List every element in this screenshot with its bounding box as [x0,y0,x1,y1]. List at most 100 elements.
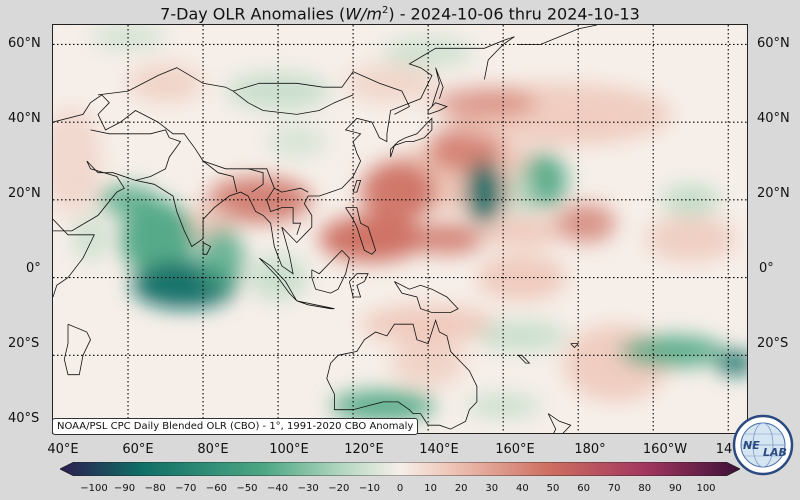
coastline-path [352,179,362,193]
lat-label-right: 60°N [757,36,790,51]
colorbar-tick-label: −90 [114,483,136,494]
anomaly-region [660,184,721,216]
colorbar-tick-label: −40 [267,483,289,494]
lat-label-left: 0° [26,261,41,276]
anomaly-region [510,168,534,216]
colorbar-tick-label: 0 [396,483,404,494]
map-panel[interactable] [52,24,748,434]
anomaly-region [225,71,331,111]
anomaly-region [645,215,736,263]
colorbar-tick-label: 100 [696,483,716,494]
anomaly-region [98,184,159,216]
coastline-path [345,207,377,255]
coastline-path [90,129,128,135]
coastline-path [296,300,335,310]
coastline-path [247,168,264,193]
anomaly-region [431,87,537,119]
lat-label-left: 40°S [8,411,40,426]
colorbar-tick-label: 40 [516,483,529,494]
anomaly-region [360,304,496,344]
coastline-path [63,323,91,376]
lon-label: 40°E [47,442,79,457]
anomaly-region [120,199,196,278]
coastline-path [517,354,531,364]
anomaly-region [521,153,567,208]
colorbar-tick-label: 30 [485,483,499,494]
coastline-path [97,67,410,115]
colorbar-tick-label: −60 [205,483,227,494]
lon-label: 120°E [344,442,384,457]
anomaly-region [199,227,245,290]
coastline-path [311,249,350,294]
olr-anomaly-map[interactable] [53,25,747,433]
logo-text-left: NE [743,439,760,452]
coastline-path [232,90,354,115]
anomaly-region [266,126,327,158]
coastline-path [431,67,444,107]
anomaly-region [360,161,436,224]
lat-label-right: 40°N [757,111,790,126]
lat-label-left: 20°N [8,186,41,201]
colorbar-tick-label: −70 [175,483,197,494]
colorbar-tick-label: 10 [424,483,437,494]
data-source-caption: NOAA/PSL CPC Daily Blended OLR (CBO) - 1… [52,418,419,435]
anomaly-region [555,203,616,243]
lat-label-right: 0° [759,261,774,276]
colorbar-tick-label: 80 [638,483,652,494]
lon-label: 100°E [269,442,309,457]
coastline-path [266,187,302,235]
colorbar-tick-label: −50 [236,483,258,494]
colorbar-tick-label: −20 [328,483,350,494]
lon-label: 14 [715,442,733,457]
anomaly-region [619,335,725,367]
colorbar-tick-label: 20 [454,483,468,494]
lon-label: 80°E [197,442,229,457]
colorbar-tick-label: 60 [577,483,590,494]
lon-label: 160°W [642,442,688,457]
lon-label: 160°E [495,442,535,457]
lat-label-right: 20°S [757,336,789,351]
colorbar-tick-label: −100 [80,483,108,494]
coastline-path [259,257,298,302]
anomaly-region [476,320,567,352]
colorbar-tick-label: −30 [297,483,319,494]
coastline-path [53,219,95,298]
lon-label: 180° [574,442,606,457]
anomaly-region [390,339,466,387]
lat-label-left: 60°N [8,36,41,51]
chart-title: 7-Day OLR Anomalies (W/m2) - 2024-10-06 … [160,4,640,24]
lat-label-right: 20°N [757,186,790,201]
coastline-path [484,36,515,80]
graticule [53,25,747,433]
lat-label-left: 40°N [8,111,41,126]
anomaly-region [206,176,312,224]
lat-label-left: 20°S [8,336,40,351]
lon-label: 140°E [419,442,459,457]
colorbar-tick-label: 50 [546,483,560,494]
colorbar-tick-label: −80 [144,483,166,494]
anomaly-region [345,63,436,103]
colorbar-tick-label: 90 [669,483,682,494]
coastline-path [202,160,238,193]
anomaly-region [128,63,204,103]
anomaly-region [330,390,436,422]
anomaly-region [465,161,504,224]
psl-globe-logo-icon: NE LAB [732,414,794,476]
anomaly-region [71,215,110,263]
anomaly-region [409,223,485,255]
coastline-path [53,94,309,193]
coastline-path [547,413,572,433]
anomaly-region [90,25,166,49]
coastline-path [128,129,182,181]
colorbar-tick-label: 70 [607,483,621,494]
coastline-path [326,318,478,430]
coastlines [53,25,597,433]
coastline-path [349,273,369,298]
anomaly-region [53,106,102,216]
anomaly-region [476,215,567,247]
coastline-path [394,281,459,313]
coastline-path [570,343,580,349]
lon-label: 60°E [122,442,154,457]
logo-text-right: LAB [763,446,787,459]
coastline-path [390,117,433,158]
